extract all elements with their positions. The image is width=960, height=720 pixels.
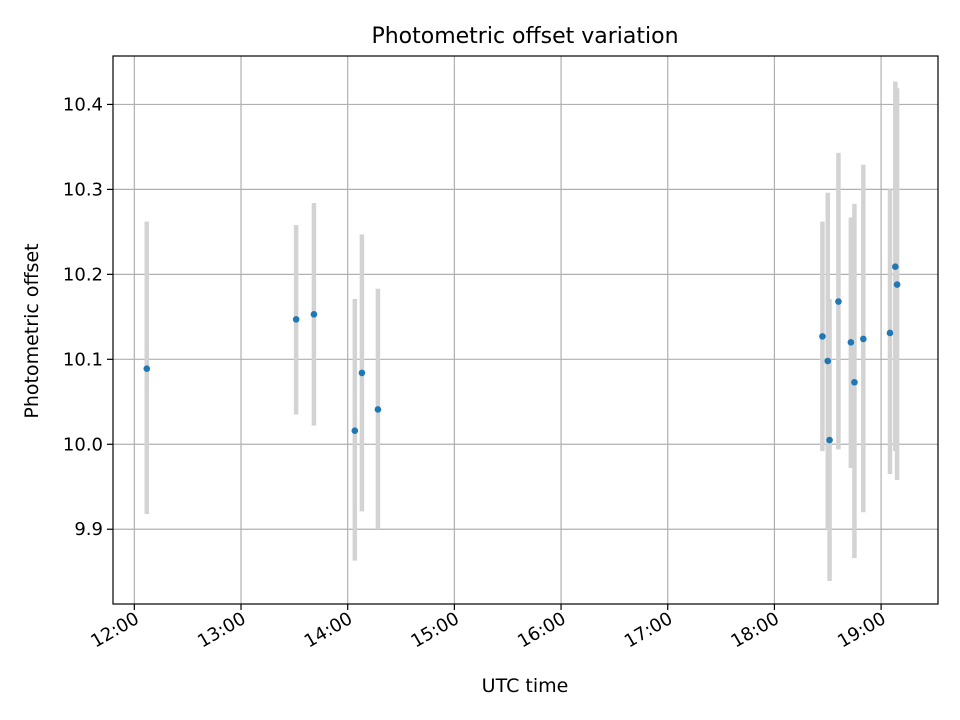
data-point [819, 333, 826, 340]
data-point [860, 335, 867, 343]
data-point [143, 365, 151, 372]
y-tick-label: 10.1 [63, 349, 103, 370]
data-point [374, 406, 382, 413]
y-tick-label: 10.0 [63, 434, 103, 455]
y-axis-label: Photometric offset [21, 243, 43, 418]
data-point [826, 436, 833, 444]
y-tick-label: 9.9 [74, 519, 103, 540]
data-point [886, 329, 894, 337]
y-tick-label: 10.2 [63, 264, 103, 285]
data-point [851, 378, 858, 386]
axes-frame [112, 55, 939, 605]
data-point [351, 427, 359, 434]
y-tick-label: 10.4 [63, 94, 103, 115]
data-point [824, 357, 832, 365]
data-point [292, 316, 300, 323]
data-point [892, 263, 899, 271]
chart-title: Photometric offset variation [371, 24, 678, 49]
data-point [847, 339, 855, 346]
grid [113, 56, 938, 604]
data-point [358, 369, 366, 377]
x-axis-label: UTC time [482, 675, 569, 697]
data-point [310, 310, 318, 318]
data-point [835, 298, 842, 305]
y-axis-ticks: 9.9 10.0 10.1 10.2 10.3 10.4 [63, 94, 113, 540]
y-tick-label: 10.3 [63, 179, 103, 200]
data-point [893, 281, 901, 288]
data-points [143, 263, 901, 444]
